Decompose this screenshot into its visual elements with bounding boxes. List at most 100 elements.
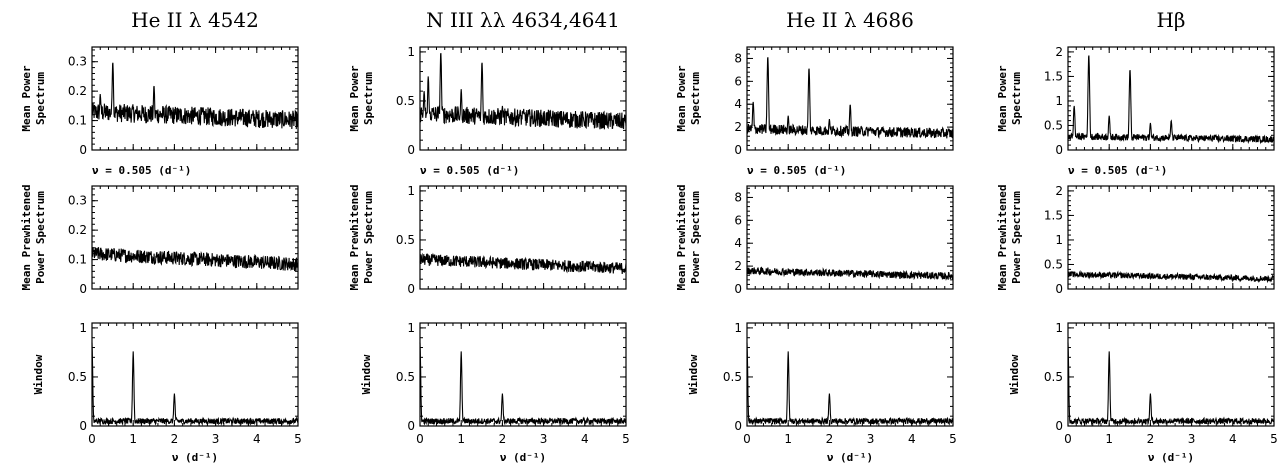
x-tick-label: 5 [1270,432,1278,446]
y-axis-label: Spectrum [1010,72,1023,125]
y-tick-label: 1 [79,321,87,335]
y-axis-label: Mean Power [996,65,1009,132]
x-axis-label: ν (d⁻¹) [172,451,218,464]
series-line [91,62,299,130]
x-tick-label: 0 [88,432,96,446]
x-tick-label: 5 [622,432,630,446]
y-tick-label: 0.5 [1044,118,1063,132]
frequency-annotation: ν = 0.505 (d⁻¹) [92,164,191,177]
y-tick-label: 0.5 [396,94,415,108]
y-tick-label: 0 [79,143,87,157]
y-axis-label: Mean Prewhitened [20,185,33,291]
y-tick-label: 4 [734,236,742,250]
y-tick-label: 0.2 [68,84,87,98]
series-line [746,266,954,281]
plot-frame [1067,322,1275,427]
series-line [91,342,299,427]
x-tick-label: 2 [1147,432,1155,446]
series-line [1067,342,1275,427]
y-axis-label: Spectrum [689,72,702,125]
y-axis-label: Spectrum [34,72,47,125]
x-tick-label: 0 [743,432,751,446]
column-title: Hβ [1156,8,1185,32]
series-line [419,252,627,275]
y-tick-label: 2 [1055,184,1063,198]
x-tick-label: 1 [1105,432,1113,446]
y-tick-label: 0 [407,143,415,157]
x-tick-label: 2 [171,432,179,446]
y-axis-label: Spectrum [362,72,375,125]
y-tick-label: 0 [734,419,742,433]
y-tick-label: 0 [734,143,742,157]
y-tick-label: 2 [734,259,742,273]
plot-frame [746,185,954,290]
x-tick-label: 2 [826,432,834,446]
y-tick-label: 4 [734,97,742,111]
x-tick-label: 3 [867,432,875,446]
x-tick-label: 1 [784,432,792,446]
y-tick-label: 1 [1055,321,1063,335]
frequency-annotation: ν = 0.505 (d⁻¹) [420,164,519,177]
y-tick-label: 0 [79,419,87,433]
y-tick-label: 1 [407,184,415,198]
y-tick-label: 1 [1055,233,1063,247]
x-tick-label: 0 [416,432,424,446]
plot-frame [1067,46,1275,151]
y-tick-label: 1 [407,45,415,59]
series-line [419,342,627,426]
column-title: N III λλ 4634,4641 [426,8,620,32]
y-tick-label: 1 [407,321,415,335]
x-tick-label: 4 [581,432,589,446]
plot-frame [1067,185,1275,290]
y-axis-label: Window [687,354,700,394]
y-axis-label: Power Spectrum [1010,191,1023,284]
y-tick-label: 8 [734,51,742,65]
y-axis-label: Power Spectrum [362,191,375,284]
y-tick-label: 6 [734,213,742,227]
y-tick-label: 2 [1055,45,1063,59]
y-tick-label: 1 [734,321,742,335]
y-axis-label: Mean Power [348,65,361,132]
plot-frame [419,46,627,151]
series-line [419,52,627,130]
series-line [746,342,954,427]
y-axis-label: Mean Prewhitened [996,185,1009,291]
x-axis-label: ν (d⁻¹) [1148,451,1194,464]
y-tick-label: 0 [734,282,742,296]
y-tick-label: 1 [1055,94,1063,108]
y-tick-label: 0 [407,419,415,433]
plot-frame [419,322,627,427]
x-tick-label: 4 [1229,432,1237,446]
y-tick-label: 0.5 [396,233,415,247]
y-tick-label: 0 [1055,419,1063,433]
x-axis-label: ν (d⁻¹) [500,451,546,464]
y-tick-label: 6 [734,74,742,88]
column-title: He II λ 4542 [131,8,259,32]
plot-frame [746,322,954,427]
y-axis-label: Mean Prewhitened [675,185,688,291]
column-title: He II λ 4686 [786,8,914,32]
x-tick-label: 3 [1188,432,1196,446]
x-tick-label: 3 [212,432,220,446]
plot-frame [746,46,954,151]
y-tick-label: 0 [79,282,87,296]
y-tick-label: 0.5 [1044,370,1063,384]
y-tick-label: 0 [1055,143,1063,157]
y-axis-label: Window [32,354,45,394]
y-tick-label: 2 [734,120,742,134]
y-tick-label: 0.1 [68,114,87,128]
plot-frame [91,46,299,151]
y-tick-label: 0.5 [1044,257,1063,271]
x-tick-label: 5 [949,432,957,446]
series-line [91,247,299,272]
series-line [1067,55,1275,145]
y-tick-label: 0 [407,282,415,296]
x-tick-label: 3 [540,432,548,446]
x-axis-label: ν (d⁻¹) [827,451,873,464]
y-tick-label: 8 [734,190,742,204]
x-tick-label: 4 [908,432,916,446]
y-axis-label: Power Spectrum [689,191,702,284]
y-tick-label: 0.2 [68,223,87,237]
y-tick-label: 0.5 [68,370,87,384]
